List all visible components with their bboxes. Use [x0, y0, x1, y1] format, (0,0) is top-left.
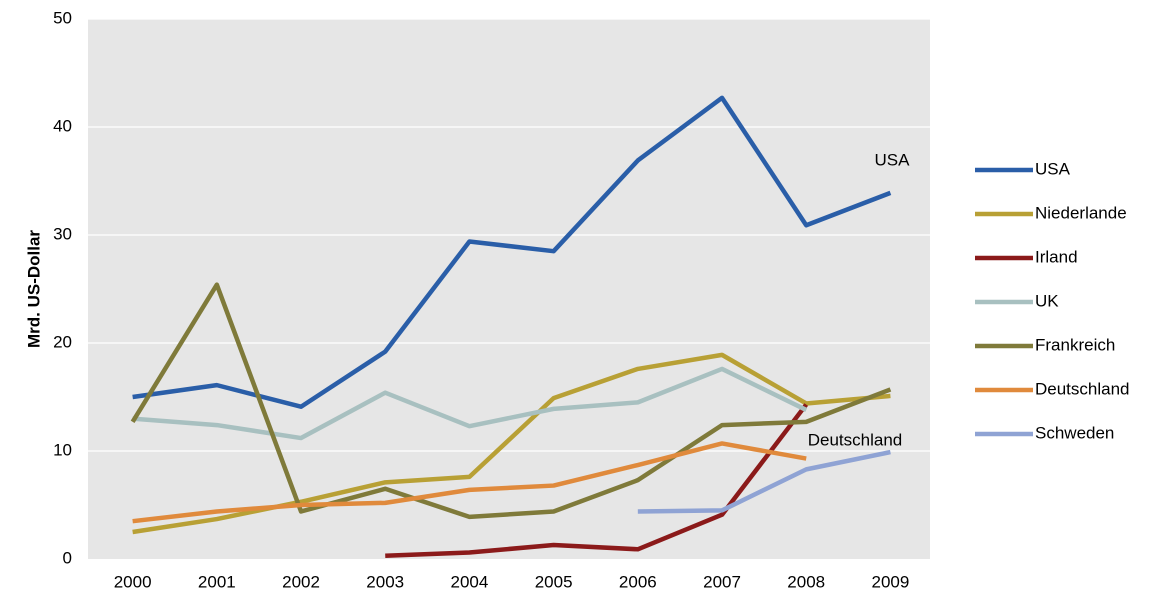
x-tick-label: 2004	[451, 572, 489, 591]
annotation: Deutschland	[808, 430, 903, 449]
y-tick-label: 30	[53, 224, 72, 243]
x-tick-label: 2000	[114, 572, 152, 591]
x-tick-label: 2007	[703, 572, 741, 591]
annotation: USA	[875, 150, 911, 169]
legend-label: UK	[1035, 291, 1059, 310]
series-line	[637, 449, 891, 514]
y-tick-label: 50	[53, 8, 72, 27]
x-tick-label: 2008	[787, 572, 825, 591]
legend-label: Schweden	[1035, 423, 1114, 442]
y-tick-label: 0	[63, 548, 72, 567]
y-tick-label: 40	[53, 116, 72, 135]
x-tick-label: 2009	[872, 572, 910, 591]
legend-label: USA	[1035, 159, 1071, 178]
series-line	[132, 441, 807, 524]
series-line	[132, 366, 808, 441]
x-tick-label: 2003	[366, 572, 404, 591]
series-line	[130, 282, 892, 520]
legend-label: Irland	[1035, 247, 1078, 266]
x-tick-label: 2002	[282, 572, 320, 591]
y-axis-label: Mrd. US-Dollar	[24, 230, 43, 348]
plot-area	[88, 19, 930, 559]
x-tick-label: 2001	[198, 572, 236, 591]
x-tick-label: 2005	[535, 572, 573, 591]
legend-label: Niederlande	[1035, 203, 1127, 222]
series-line	[385, 403, 809, 559]
y-tick-label: 10	[53, 440, 72, 459]
legend-label: Deutschland	[1035, 379, 1130, 398]
x-tick-label: 2006	[619, 572, 657, 591]
legend-label: Frankreich	[1035, 335, 1115, 354]
y-tick-label: 20	[53, 332, 72, 351]
